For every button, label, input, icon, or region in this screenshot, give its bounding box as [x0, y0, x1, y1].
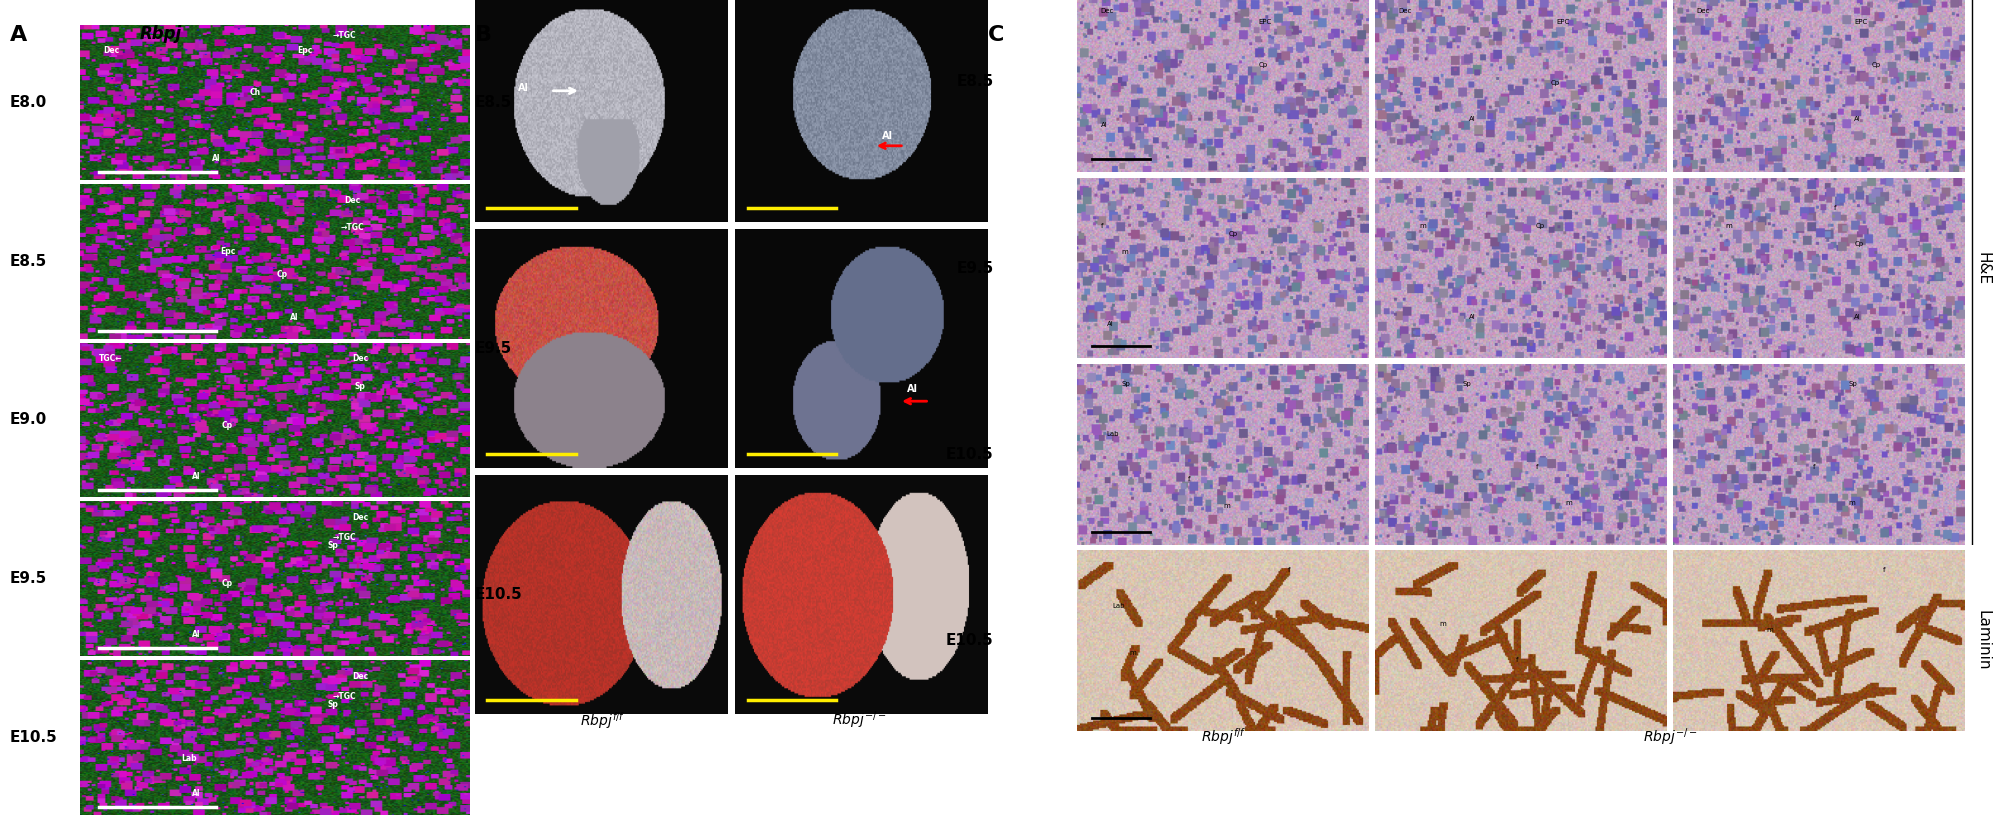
- Text: H&E: H&E: [1975, 251, 1991, 285]
- Text: m: m: [1223, 503, 1231, 509]
- Text: $Rbpj^{f/f}$: $Rbpj^{f/f}$: [581, 710, 626, 731]
- Text: Sp: Sp: [1462, 381, 1472, 386]
- Text: Al: Al: [192, 472, 201, 480]
- Text: →TGC: →TGC: [341, 223, 363, 233]
- Text: Epc: Epc: [297, 46, 313, 55]
- Text: E10.5: E10.5: [10, 730, 58, 745]
- Text: Cp: Cp: [1871, 62, 1881, 68]
- Text: f: f: [1516, 657, 1518, 664]
- Text: EPC: EPC: [1853, 19, 1867, 25]
- Text: m: m: [1564, 500, 1572, 506]
- Text: Cp: Cp: [221, 421, 233, 430]
- Text: f: f: [1189, 476, 1191, 482]
- Text: Laminin: Laminin: [1975, 611, 1991, 671]
- Text: Al: Al: [1853, 313, 1861, 319]
- Text: Al: Al: [1107, 321, 1113, 327]
- Text: Dec: Dec: [1101, 8, 1113, 14]
- Text: Cp: Cp: [1550, 81, 1560, 87]
- Text: E9.5: E9.5: [956, 260, 994, 276]
- Text: EPC: EPC: [1259, 19, 1271, 25]
- Text: m: m: [1129, 650, 1137, 656]
- Text: Cp: Cp: [277, 270, 287, 279]
- Text: Cp: Cp: [221, 580, 233, 589]
- Text: m: m: [1121, 249, 1127, 255]
- Text: E10.5: E10.5: [946, 447, 994, 462]
- Text: Al: Al: [1853, 117, 1861, 123]
- Text: f: f: [1813, 464, 1815, 470]
- Text: Dec: Dec: [1398, 8, 1412, 14]
- Text: Cp: Cp: [1259, 62, 1267, 68]
- Text: Sp: Sp: [327, 700, 337, 709]
- Text: C: C: [988, 25, 1003, 45]
- Text: E10.5: E10.5: [946, 633, 994, 648]
- Text: Al: Al: [289, 313, 297, 322]
- Text: Sp: Sp: [1847, 381, 1857, 386]
- Text: Al: Al: [192, 790, 201, 798]
- Text: E9.5: E9.5: [10, 571, 48, 586]
- Text: E9.5: E9.5: [475, 341, 513, 356]
- Text: E10.5: E10.5: [475, 587, 523, 602]
- Text: Ch: Ch: [249, 87, 261, 97]
- Text: EPC: EPC: [1556, 19, 1570, 25]
- Text: Rbpj: Rbpj: [140, 25, 182, 43]
- Text: m: m: [1726, 223, 1732, 229]
- Text: Sp: Sp: [1121, 381, 1129, 386]
- Text: Sp: Sp: [327, 541, 337, 550]
- Text: f: f: [1833, 205, 1835, 212]
- Text: Cp: Cp: [1536, 223, 1544, 229]
- Text: →TGC: →TGC: [333, 533, 357, 542]
- Text: Al: Al: [1468, 117, 1476, 123]
- Text: E8.5: E8.5: [956, 74, 994, 89]
- Text: Dec: Dec: [104, 46, 120, 55]
- Text: Sp: Sp: [355, 382, 365, 391]
- Text: m: m: [1440, 621, 1446, 627]
- Text: Dec: Dec: [343, 196, 361, 204]
- Text: TGC←: TGC←: [100, 354, 124, 363]
- Text: Epc: Epc: [219, 246, 235, 255]
- Text: E8.0: E8.0: [10, 95, 48, 110]
- Text: Al: Al: [882, 131, 892, 140]
- Text: f: f: [1287, 567, 1291, 573]
- Text: Lab: Lab: [1113, 603, 1125, 609]
- Text: Cp: Cp: [1853, 241, 1863, 248]
- Text: B: B: [475, 25, 493, 45]
- Text: Al: Al: [519, 83, 529, 92]
- Text: E8.5: E8.5: [475, 95, 513, 110]
- Text: Al: Al: [211, 155, 219, 163]
- Text: Al: Al: [192, 631, 201, 639]
- Text: m: m: [1766, 627, 1774, 633]
- Text: Dec: Dec: [351, 354, 367, 363]
- Text: E8.5: E8.5: [10, 254, 48, 269]
- Text: →TGC: →TGC: [333, 692, 357, 701]
- Text: E9.0: E9.0: [10, 412, 48, 428]
- Text: $Rbpj^{-/-}$: $Rbpj^{-/-}$: [832, 710, 886, 732]
- Text: f: f: [1101, 223, 1103, 229]
- Text: Lab: Lab: [1107, 431, 1119, 438]
- Text: Al: Al: [1101, 122, 1107, 128]
- Text: Al: Al: [908, 384, 918, 394]
- Text: $Rbpj^{-/-}$: $Rbpj^{-/-}$: [1642, 727, 1698, 748]
- Text: m: m: [1847, 500, 1855, 506]
- Text: Al: Al: [1468, 313, 1476, 319]
- Text: Dec: Dec: [351, 672, 367, 680]
- Text: A: A: [10, 25, 28, 45]
- Text: f: f: [1883, 567, 1885, 573]
- Text: Cp: Cp: [1229, 231, 1239, 237]
- Text: →TGC: →TGC: [333, 30, 357, 39]
- Text: Dec: Dec: [1696, 8, 1710, 14]
- Text: $Rbpj^{f/f}$: $Rbpj^{f/f}$: [1201, 727, 1247, 748]
- Text: Dec: Dec: [351, 513, 367, 522]
- Text: Lab: Lab: [182, 753, 198, 763]
- Text: m: m: [1418, 223, 1426, 229]
- Text: f: f: [1536, 464, 1538, 470]
